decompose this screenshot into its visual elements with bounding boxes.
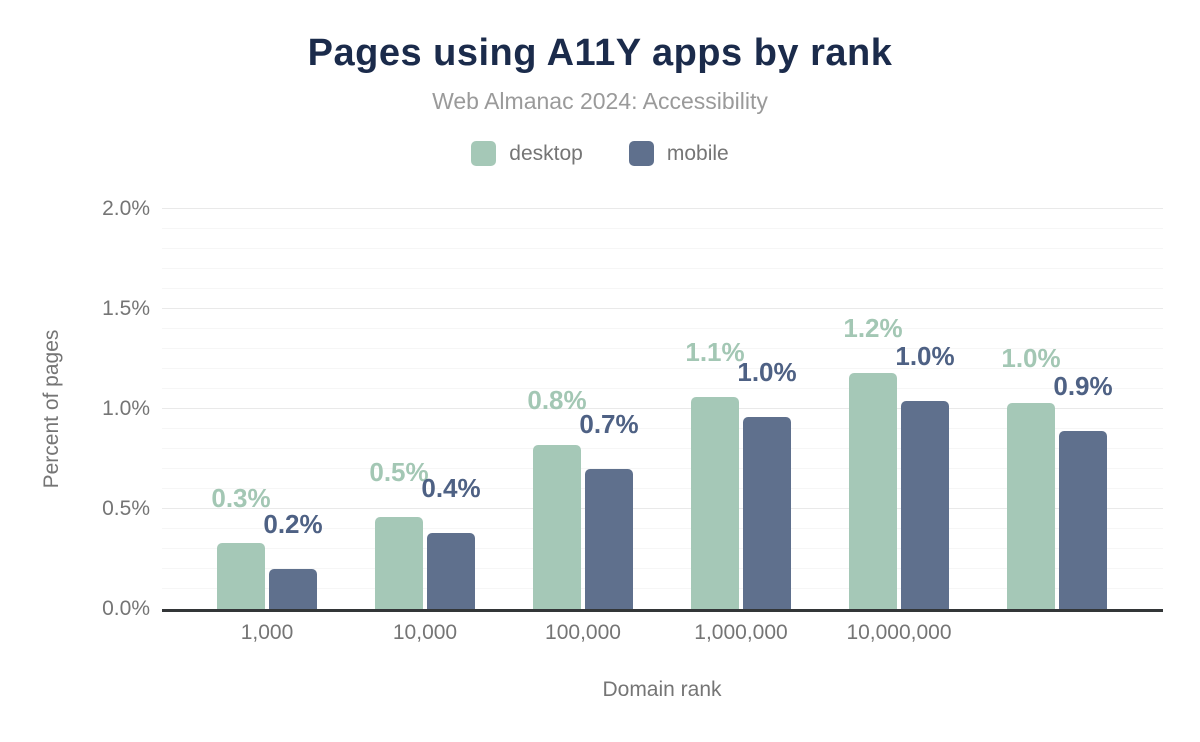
- gridline-minor: [162, 388, 1163, 389]
- gridline-minor: [162, 348, 1163, 349]
- bar-label-desktop-all: 1.0%: [1001, 343, 1061, 373]
- legend-item-mobile[interactable]: mobile: [628, 141, 729, 166]
- bar-label-mobile-1000: 0.2%: [263, 509, 323, 539]
- gridline-minor: [162, 528, 1163, 529]
- desktop-swatch-icon: [471, 141, 497, 166]
- x-axis-tick: 1,000,000: [694, 621, 788, 644]
- x-axis-tick: 10,000,000: [846, 621, 952, 644]
- bar-label-mobile-1000000: 1.0%: [737, 357, 797, 387]
- legend-label-desktop: desktop: [509, 141, 583, 165]
- gridline-minor: [162, 488, 1163, 489]
- gridline-major: [162, 308, 1163, 309]
- bar-desktop-1000[interactable]: [217, 543, 265, 609]
- bar-label-mobile-10000: 0.4%: [421, 473, 481, 503]
- plot-area: 0.3% 0.2% 0.5% 0.4% 0.8% 0.7% 1.1% 1.0% 1.2% 1.0%…: [162, 208, 1163, 612]
- gridline-minor: [162, 428, 1163, 429]
- bar-label-desktop-1000: 0.3%: [211, 483, 271, 513]
- y-axis-tick: 0.0%: [102, 597, 150, 620]
- legend: desktop mobile: [0, 141, 1200, 166]
- gridline-minor: [162, 548, 1163, 549]
- gridline-major: [162, 208, 1163, 209]
- gridline-major: [162, 508, 1163, 509]
- bar-label-desktop-1000000: 1.1%: [685, 337, 745, 367]
- gridline-minor: [162, 588, 1163, 589]
- bar-label-mobile-10000000: 1.0%: [895, 341, 955, 371]
- bar-mobile-1000000[interactable]: [743, 417, 791, 609]
- bar-desktop-100000[interactable]: [533, 445, 581, 609]
- bar-desktop-10000000[interactable]: [849, 373, 897, 609]
- bar-label-desktop-10000000: 1.2%: [843, 313, 903, 343]
- gridline-minor: [162, 228, 1163, 229]
- bar-desktop-all[interactable]: [1007, 403, 1055, 609]
- bar-mobile-10000[interactable]: [427, 533, 475, 609]
- bar-label-desktop-10000: 0.5%: [369, 457, 429, 487]
- bar-desktop-1000000[interactable]: [691, 397, 739, 609]
- gridline-minor: [162, 268, 1163, 269]
- bar-mobile-100000[interactable]: [585, 469, 633, 609]
- y-axis-tick: 0.5%: [102, 497, 150, 520]
- gridline-minor: [162, 468, 1163, 469]
- gridline-minor: [162, 368, 1163, 369]
- bar-mobile-1000[interactable]: [269, 569, 317, 609]
- y-axis-tick: 1.5%: [102, 297, 150, 320]
- bar-label-desktop-100000: 0.8%: [527, 385, 587, 415]
- bar-mobile-10000000[interactable]: [901, 401, 949, 609]
- legend-label-mobile: mobile: [666, 141, 729, 165]
- gridline-minor: [162, 568, 1163, 569]
- mobile-swatch-icon: [628, 141, 654, 166]
- y-axis-tick: 1.0%: [102, 397, 150, 420]
- gridline-minor: [162, 328, 1163, 329]
- bar-label-mobile-all: 0.9%: [1053, 371, 1113, 401]
- legend-item-desktop[interactable]: desktop: [471, 141, 583, 166]
- chart-title: Pages using A11Y apps by rank: [307, 32, 893, 74]
- x-axis-title: Domain rank: [602, 678, 722, 701]
- bar-mobile-all[interactable]: [1059, 431, 1107, 609]
- gridline-minor: [162, 248, 1163, 249]
- gridline-minor: [162, 288, 1163, 289]
- bar-label-mobile-100000: 0.7%: [579, 409, 639, 439]
- chart-subtitle: Web Almanac 2024: Accessibility: [432, 88, 768, 114]
- gridline-major: [162, 408, 1163, 409]
- x-axis-tick: 1,000: [240, 621, 294, 644]
- x-axis-tick: 100,000: [545, 621, 621, 644]
- x-axis-tick: 10,000: [392, 621, 458, 644]
- bar-desktop-10000[interactable]: [375, 517, 423, 609]
- y-axis-tick: 2.0%: [102, 197, 150, 220]
- gridline-minor: [162, 448, 1163, 449]
